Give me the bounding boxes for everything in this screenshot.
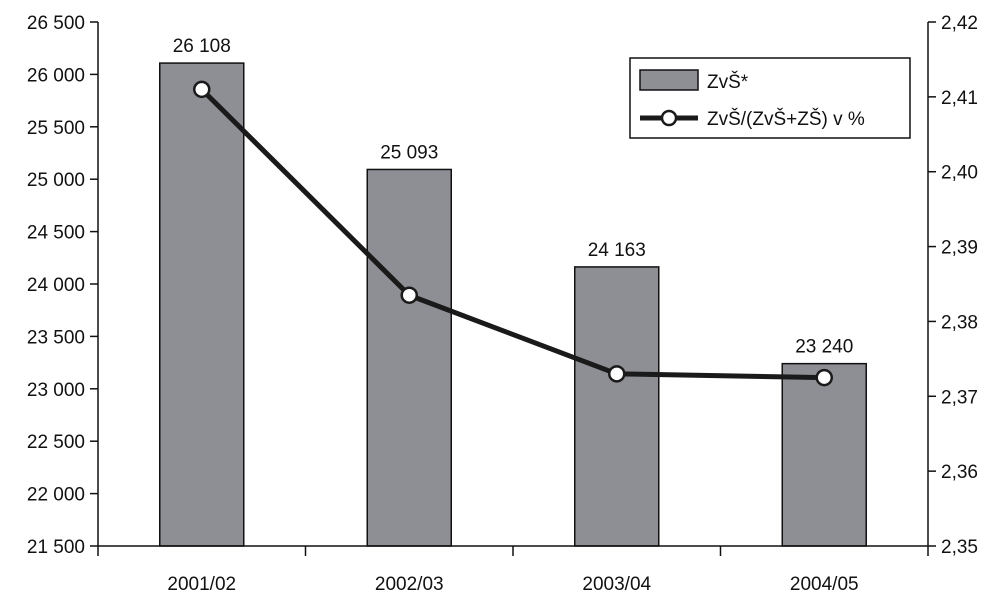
y-left-tick-label: 25 500 [27, 118, 85, 139]
legend-line-marker [660, 109, 678, 127]
y-right-tick-label: 2,40 [941, 163, 978, 184]
line-point [815, 368, 833, 387]
bar-data-label: 24 163 [588, 240, 646, 261]
bar [159, 62, 245, 547]
y-right-tick-label: 2,38 [941, 312, 978, 333]
y-right-tick-label: 2,37 [941, 387, 978, 408]
bars-group [159, 62, 867, 547]
line-series-group [193, 80, 833, 387]
y-left-tick-label: 23 500 [27, 327, 85, 348]
y-left-tick-label: 25 000 [27, 170, 85, 191]
x-tick-label: 2003/04 [582, 574, 651, 595]
y-left-tick-label: 26 500 [27, 13, 85, 34]
legend-bar-label: ZvŠ* [707, 71, 749, 93]
x-tick-label: 2001/02 [167, 574, 236, 595]
y-left-tick-label: 21 500 [27, 537, 85, 558]
x-tick-label: 2002/03 [375, 574, 444, 595]
axes-group: 21 500 22 000 22 500 23 000 23 500 24 000 24 5… [27, 13, 978, 595]
legend-line-label: ZvŠ/(ZvŠ+ZŠ) v % [707, 108, 865, 130]
bar [574, 266, 660, 547]
y-left-tick-label: 24 000 [27, 275, 85, 296]
legend-bar-swatch [639, 69, 699, 91]
y-left-tick-label: 24 500 [27, 223, 85, 244]
bar-data-label: 26 108 [173, 36, 231, 57]
y-right-tick-label: 2,39 [941, 238, 978, 259]
y-right-tick-label: 2,41 [941, 88, 978, 109]
bar [781, 362, 867, 547]
bar-data-label: 25 093 [380, 142, 438, 163]
x-tick-label: 2004/05 [790, 574, 859, 595]
line-series-path [199, 87, 825, 381]
line-point [608, 365, 626, 383]
y-left-tick-label: 23 000 [27, 380, 85, 401]
line-point [400, 286, 418, 304]
y-left-tick-label: 22 000 [27, 485, 85, 506]
y-right-tick-label: 2,42 [941, 13, 978, 34]
y-right-tick-label: 2,35 [941, 537, 978, 558]
bar [366, 168, 452, 547]
bar-data-label: 23 240 [795, 337, 853, 358]
y-left-tick-label: 22 500 [27, 432, 85, 453]
y-right-tick-label: 2,36 [941, 462, 978, 483]
y-left-tick-label: 26 000 [27, 65, 85, 86]
bar-labels-group: 26 108 25 093 24 163 23 240 [173, 36, 854, 358]
legend: ZvŠ* ZvŠ/(ZvŠ+ZŠ) v % [629, 57, 911, 139]
line-point [193, 80, 211, 99]
